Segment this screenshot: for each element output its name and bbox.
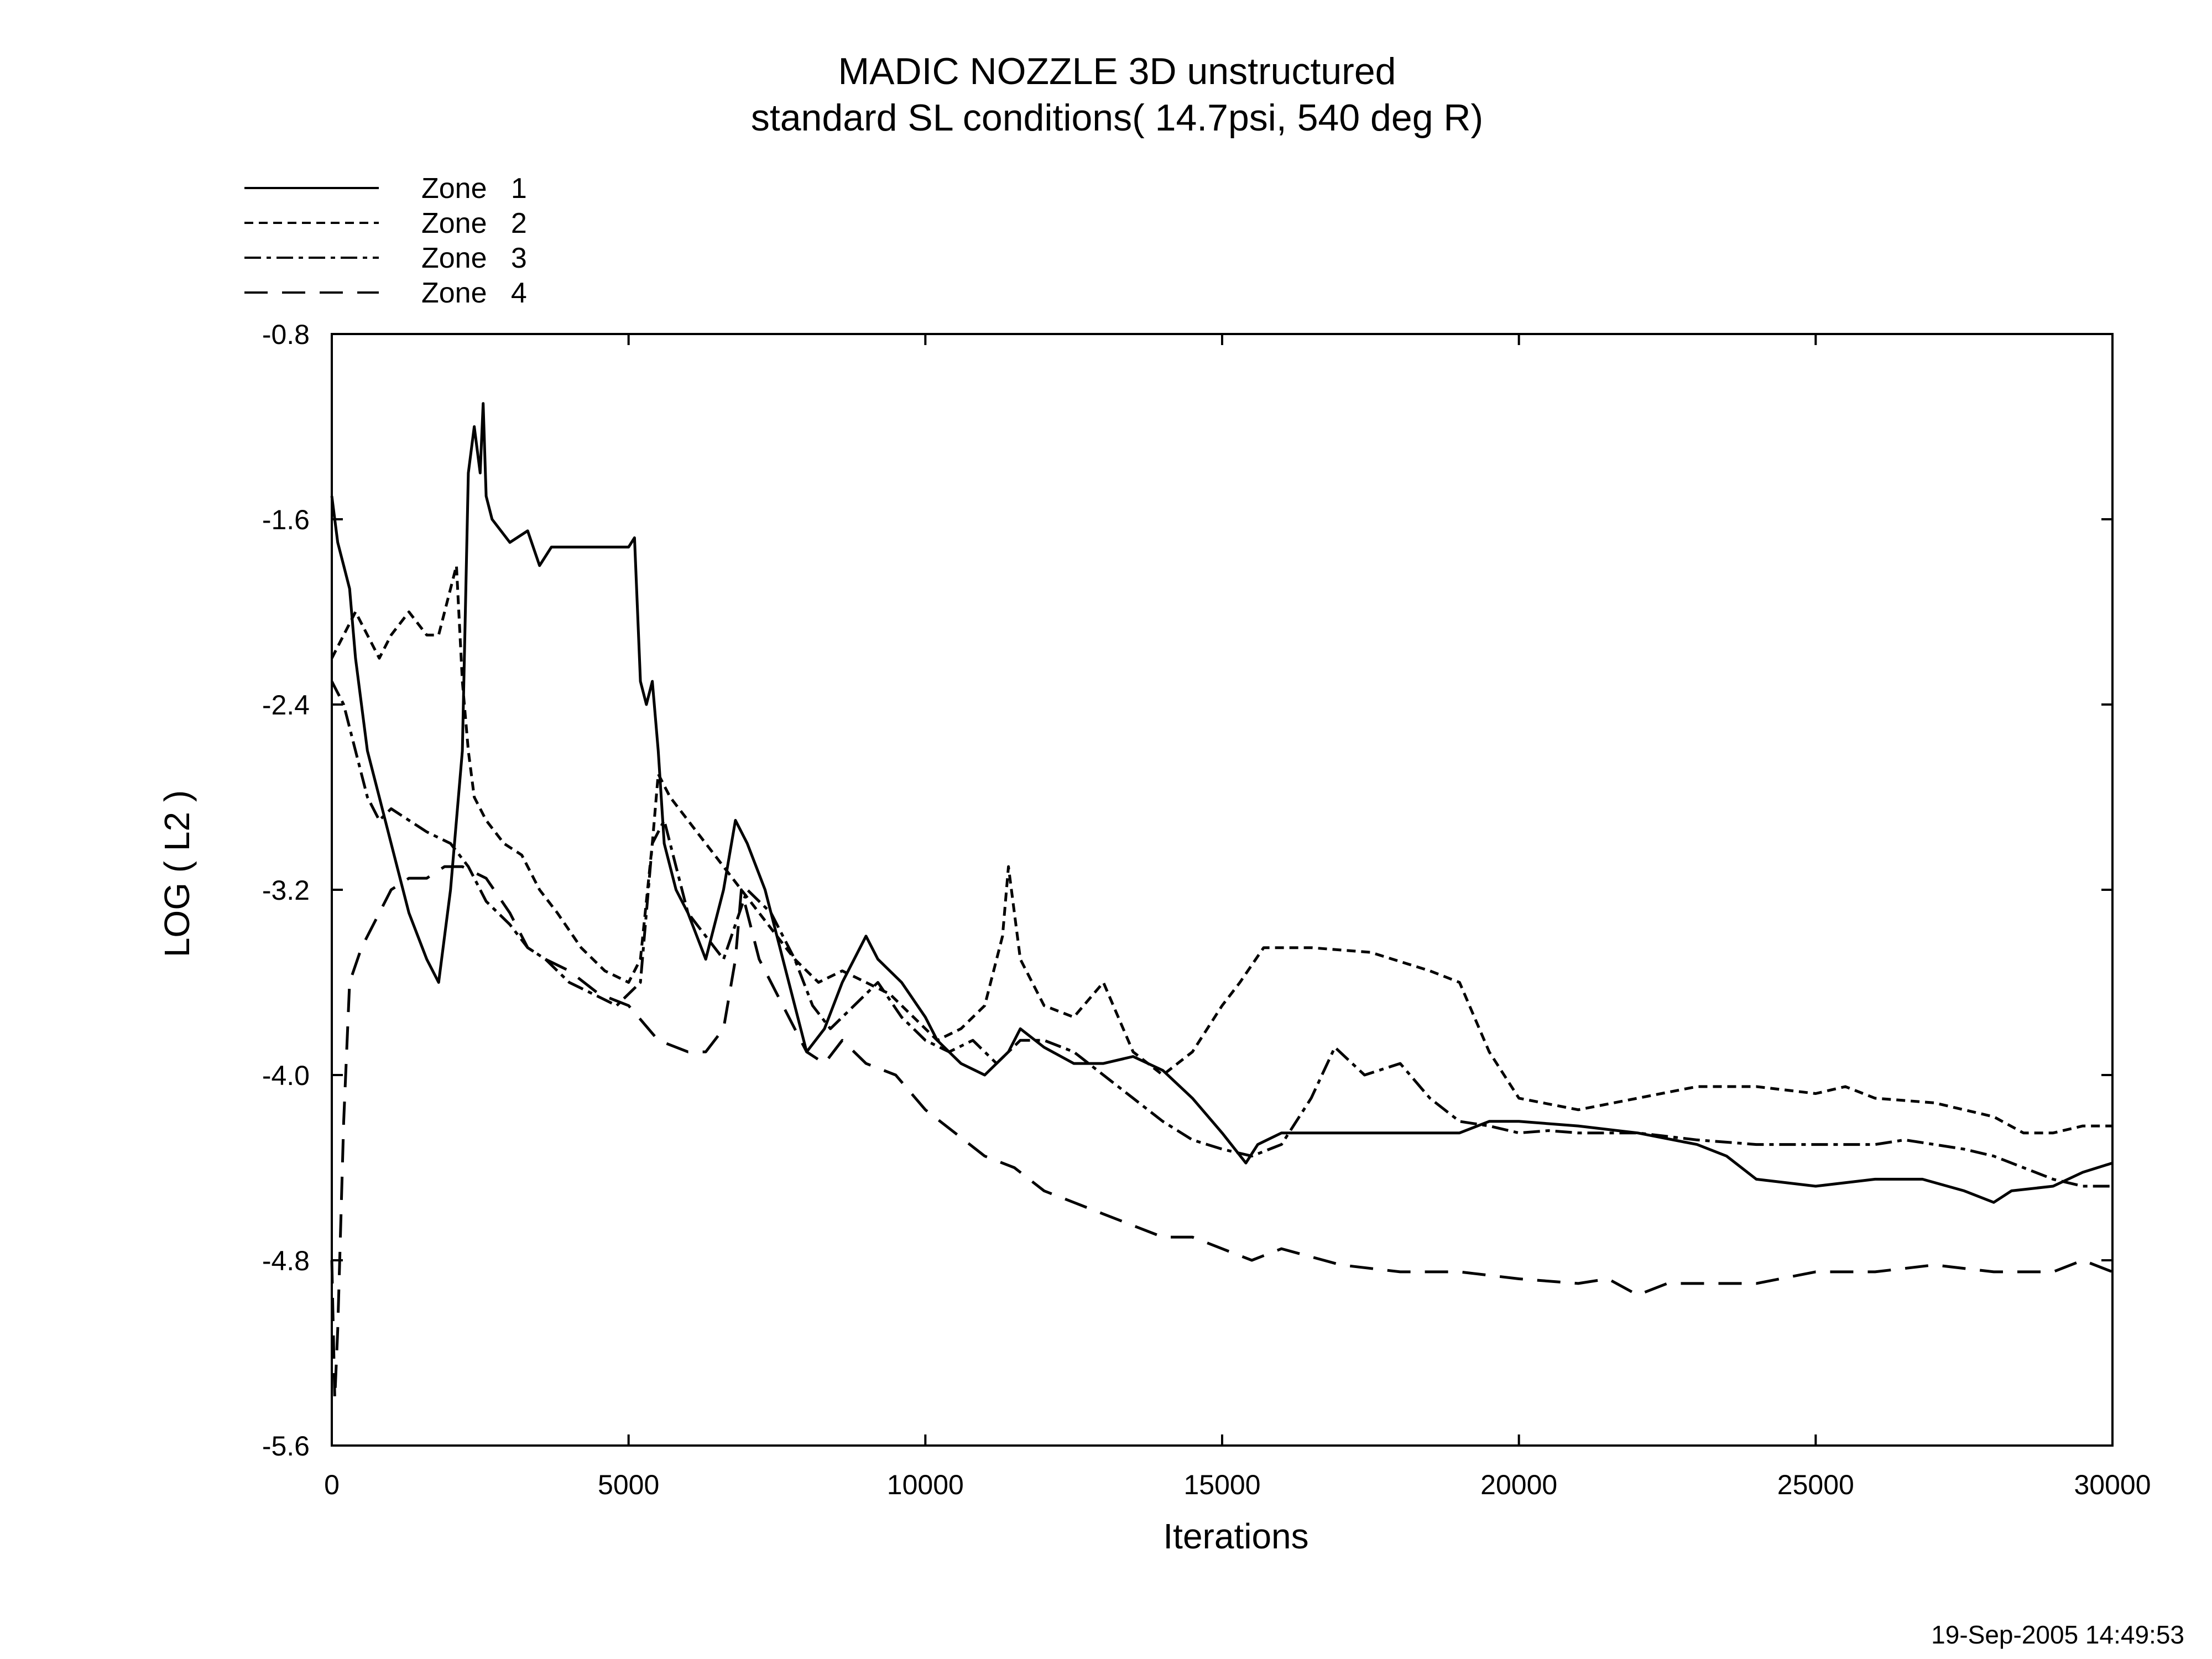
legend-label-zone-2: Zone 2 — [421, 207, 527, 239]
y-tick-label: -4.8 — [262, 1245, 310, 1276]
y-tick-label: -0.8 — [262, 319, 310, 350]
y-axis-label: LOG ( L2 ) — [157, 790, 197, 957]
timestamp-annotation: 19-Sep-2005 14:49:53 — [1931, 1620, 2184, 1649]
x-tick-label: 15000 — [1183, 1469, 1260, 1500]
x-tick-label: 25000 — [1777, 1469, 1854, 1500]
x-tick-label: 20000 — [1480, 1469, 1557, 1500]
series-line-zone-2 — [330, 564, 2112, 1135]
y-tick-label: -5.6 — [262, 1431, 310, 1462]
y-tick-label: -1.6 — [262, 504, 310, 535]
x-axis-label: Iterations — [1163, 1516, 1308, 1556]
x-tick-label: 30000 — [2074, 1469, 2151, 1500]
axis-ticks: 0 5000 10000 15000 20000 25000 30000 -5.6 -4.8 -4… — [262, 319, 2151, 1500]
series-lines — [330, 402, 2113, 1401]
x-tick-label: 5000 — [598, 1469, 659, 1500]
series-line-zone-3 — [330, 680, 2112, 1188]
legend-label-zone-1: Zone 1 — [421, 173, 527, 205]
y-tick-label: -3.2 — [262, 875, 310, 906]
y-tick-label: -4.0 — [262, 1060, 310, 1091]
series-line-zone-1 — [330, 402, 2113, 1204]
plot-area-frame — [331, 333, 2114, 1447]
series-line-zone-4 — [330, 865, 2113, 1401]
x-tick-label: 10000 — [887, 1469, 964, 1500]
legend-label-zone-3: Zone 3 — [421, 242, 527, 274]
chart-title: MADIC NOZZLE 3D unstructured — [838, 50, 1396, 92]
legend-label-zone-4: Zone 4 — [421, 277, 527, 309]
chart-subtitle: standard SL conditions( 14.7psi, 540 deg… — [751, 97, 1483, 139]
y-tick-label: -2.4 — [262, 690, 310, 721]
x-tick-label: 0 — [324, 1469, 340, 1500]
